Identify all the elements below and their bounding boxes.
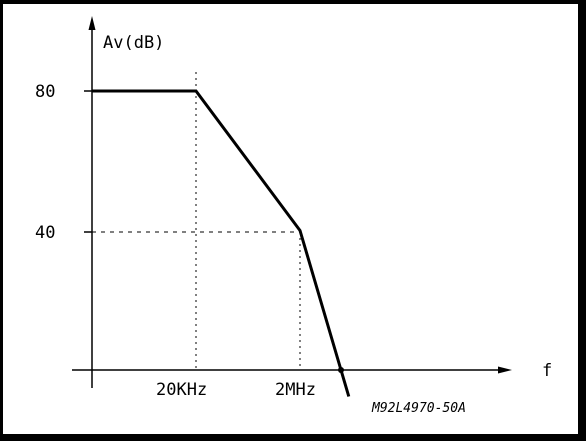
zero-db-crossing-point [338,367,344,373]
x-axis-label: f [542,361,552,381]
x-axis-arrow-icon [498,366,512,374]
figure-code-label: M92L4970-50A [371,401,466,416]
gain-curve [92,89,351,397]
y-axis-label: Av(dB) [103,33,164,53]
y-tick-label-40: 40 [35,223,55,243]
y-axis-arrow-icon [88,16,96,30]
x-tick-label-20khz: 20KHz [156,380,207,400]
y-tick-label-80: 80 [35,82,55,102]
x-tick-label-2mhz: 2MHz [275,380,316,400]
